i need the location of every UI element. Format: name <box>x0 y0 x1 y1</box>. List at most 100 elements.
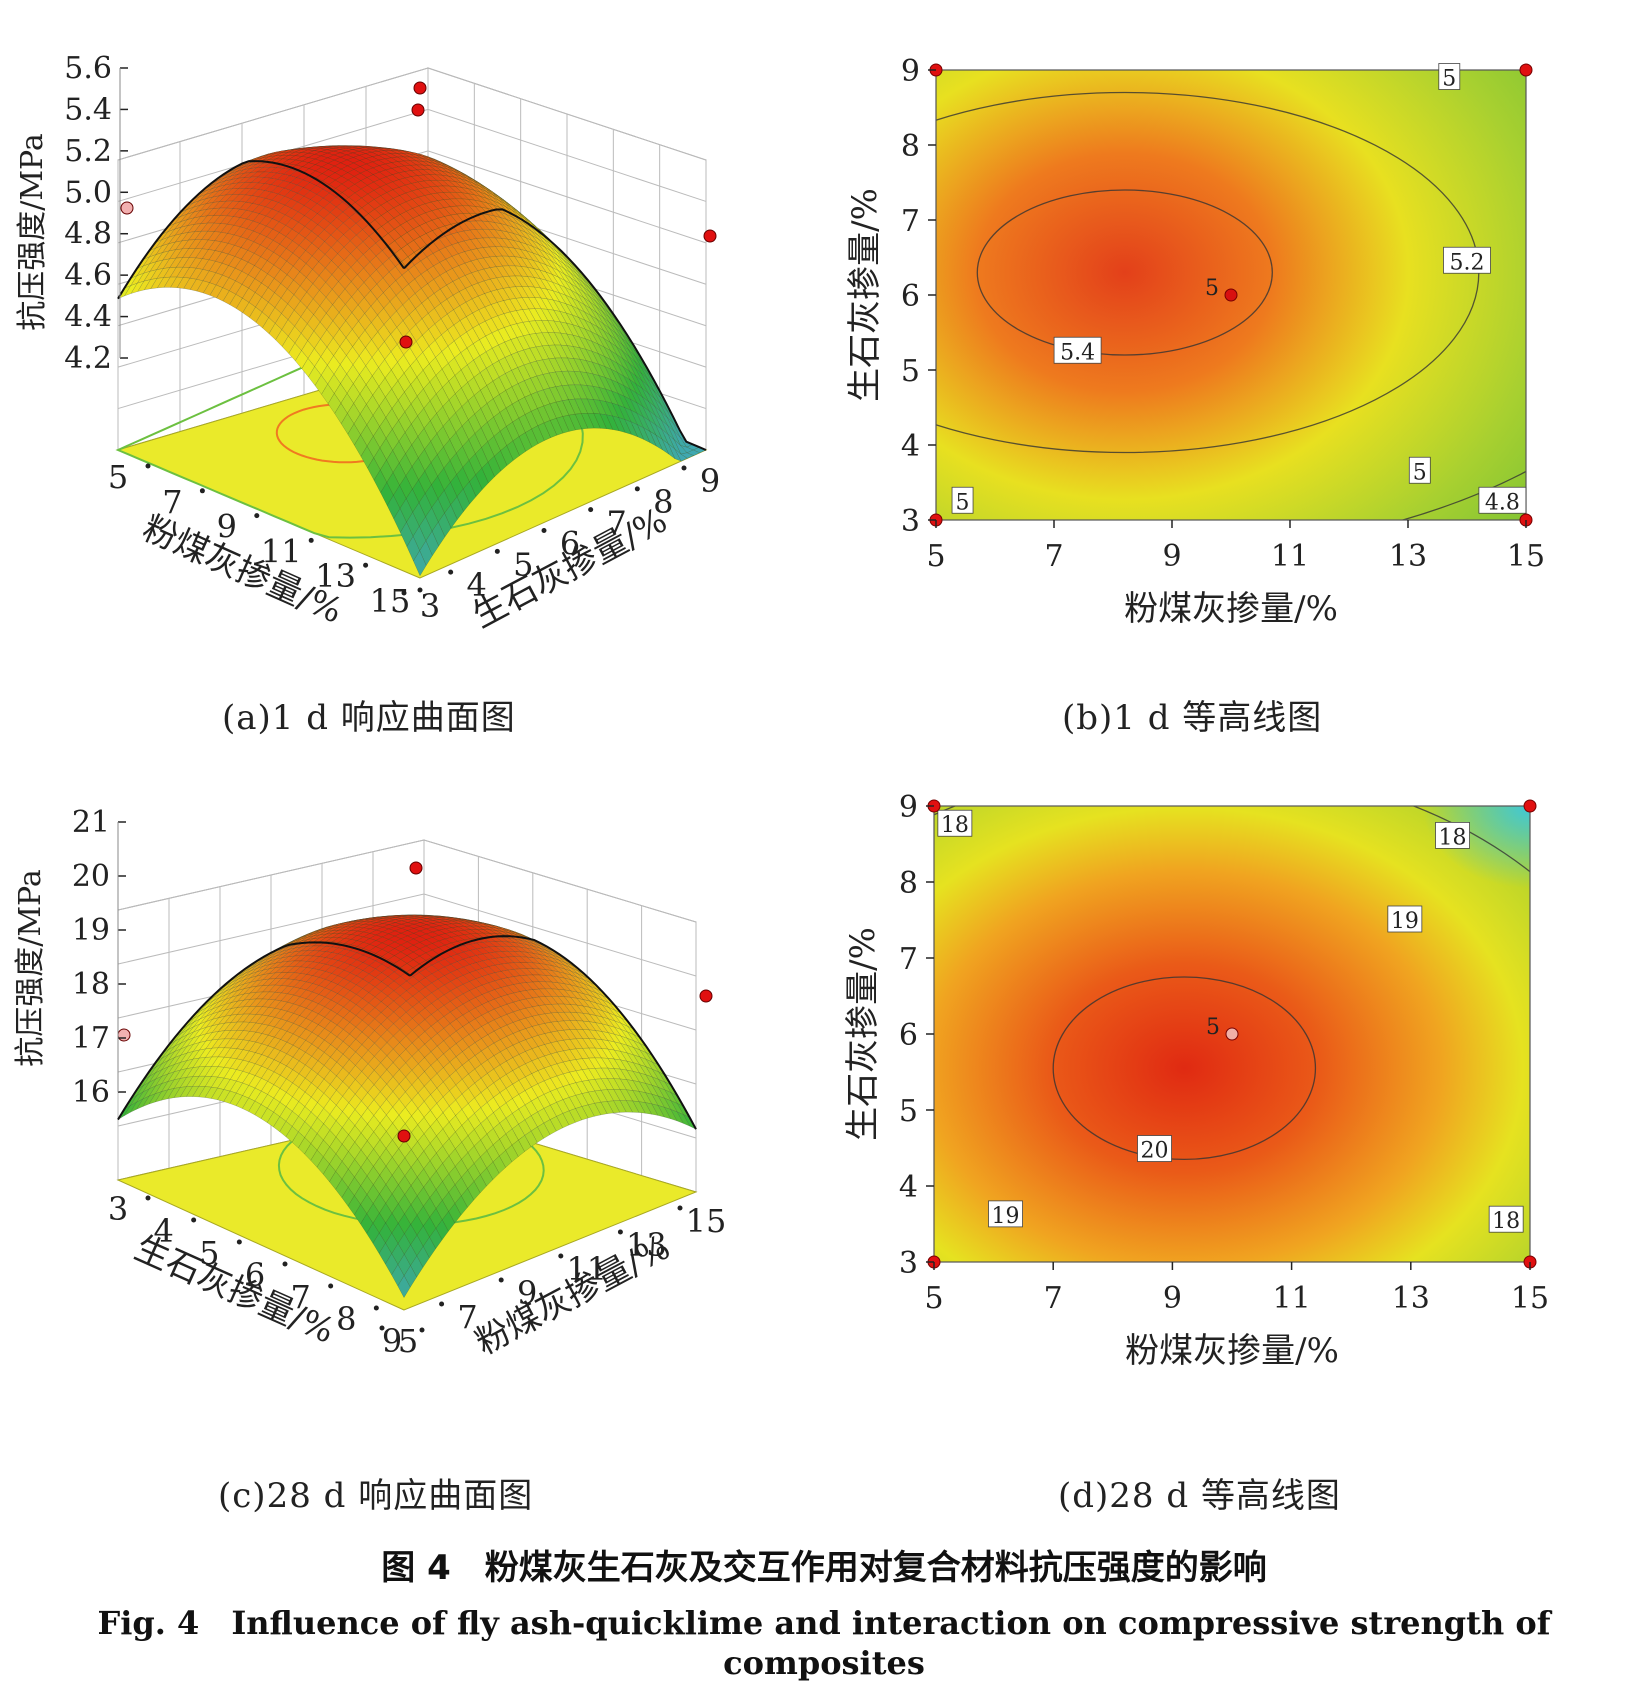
x-tick-mark <box>237 1240 242 1245</box>
contour-label: 18 <box>1439 825 1467 850</box>
corner-design-point <box>1520 64 1532 76</box>
y-tick-mark <box>618 1230 623 1235</box>
center-design-point <box>1225 289 1237 301</box>
x-tick-mark <box>146 464 151 469</box>
design-point <box>121 202 133 214</box>
contour-label: 5 <box>956 490 970 515</box>
x-tick-label: 9 <box>1162 539 1181 574</box>
x-tick-mark <box>309 538 314 543</box>
y-tick-label: 5 <box>899 1094 918 1129</box>
x-tick-label: 8 <box>336 1300 356 1338</box>
x-tick-mark <box>420 1328 425 1333</box>
design-point <box>400 336 412 348</box>
x-tick-mark <box>191 1218 196 1223</box>
x-tick-label: 3 <box>108 1190 128 1228</box>
x-tick-label: 15 <box>1507 539 1545 574</box>
design-point <box>118 1029 130 1041</box>
y-tick-label: 15 <box>686 1202 727 1240</box>
y-tick-label: 3 <box>899 1246 918 1281</box>
x-tick-label: 13 <box>1392 1281 1430 1316</box>
surface-plot: 5.65.45.25.04.84.64.44.2抗压强度/MPa57911131… <box>15 51 720 636</box>
figure-caption-english: Fig. 4 Influence of fly ash-quicklime an… <box>0 1598 1648 1682</box>
z-tick-label: 20 <box>72 859 110 894</box>
y-tick-mark <box>499 1278 504 1283</box>
x-tick-mark <box>254 513 259 518</box>
y-tick-mark <box>678 1206 683 1211</box>
y-tick-mark <box>448 570 453 575</box>
z-tick-label: 4.4 <box>64 300 112 335</box>
contour-label: 4.8 <box>1485 490 1520 515</box>
y-tick-label: 6 <box>899 1018 918 1053</box>
x-tick-label: 5 <box>108 458 128 496</box>
surface-chart-28d: 212019181716抗压强度/MPa3456789579111315生石灰掺… <box>0 780 800 1460</box>
caption-panel-b: (b)1 d 等高线图 <box>1062 690 1322 739</box>
z-tick-label: 5.0 <box>64 175 112 210</box>
center-point-count: 5 <box>1206 1015 1220 1040</box>
y-tick-mark <box>380 1326 385 1331</box>
contour-label: 5.2 <box>1450 250 1485 275</box>
y-tick-label: 5 <box>398 1322 418 1360</box>
z-tick-label: 17 <box>72 1021 110 1056</box>
contour-label: 5 <box>1413 460 1427 485</box>
y-tick-mark <box>542 528 547 533</box>
x-tick-mark <box>374 1306 379 1311</box>
caption-panel-a: (a)1 d 响应曲面图 <box>222 690 516 739</box>
contour-label: 19 <box>992 1204 1020 1229</box>
y-tick-label: 8 <box>901 129 920 164</box>
y-tick-label: 8 <box>899 866 918 901</box>
x-tick-mark <box>146 1196 151 1201</box>
y-axis-title: 生石灰掺量/% <box>845 188 885 402</box>
x-tick-label: 13 <box>1389 539 1427 574</box>
contour-label: 18 <box>1492 1209 1520 1234</box>
y-tick-label: 3 <box>901 504 920 539</box>
x-tick-mark <box>200 488 205 493</box>
x-tick-label: 9 <box>1163 1281 1182 1316</box>
design-point <box>414 82 426 94</box>
design-point <box>412 104 424 116</box>
design-point <box>398 1130 410 1142</box>
y-tick-label: 4 <box>901 429 920 464</box>
x-tick-label: 15 <box>370 582 411 620</box>
z-tick-label: 21 <box>72 805 110 840</box>
z-tick-label: 18 <box>72 967 110 1002</box>
y-tick-label: 6 <box>901 279 920 314</box>
x-tick-label: 11 <box>1273 1281 1311 1316</box>
surface-plot: 212019181716抗压强度/MPa3456789579111315生石灰掺… <box>13 805 726 1363</box>
surface-chart-1d: 5.65.45.25.04.84.64.44.2抗压强度/MPa57911131… <box>0 0 800 660</box>
z-axis-title: 抗压强度/MPa <box>13 869 48 1067</box>
x-tick-mark <box>363 563 368 568</box>
y-tick-label: 5 <box>901 354 920 389</box>
x-tick-label: 15 <box>1511 1281 1549 1316</box>
z-tick-label: 19 <box>72 913 110 948</box>
x-tick-label: 7 <box>1044 539 1063 574</box>
x-tick-mark <box>328 1284 333 1289</box>
y-tick-mark <box>635 486 640 491</box>
caption-panel-d: (d)28 d 等高线图 <box>1058 1468 1341 1517</box>
contour-label: 5.4 <box>1060 340 1095 365</box>
y-tick-label: 7 <box>901 204 920 239</box>
x-tick-mark <box>283 1262 288 1267</box>
y-tick-mark <box>495 549 500 554</box>
contour-label: 18 <box>941 813 969 838</box>
center-design-point <box>1226 1028 1238 1040</box>
y-tick-mark <box>682 466 687 471</box>
y-tick-label: 7 <box>899 942 918 977</box>
y-tick-label: 3 <box>420 587 440 625</box>
y-tick-mark <box>402 591 407 596</box>
x-axis-title: 粉煤灰掺量/% <box>1124 589 1338 629</box>
contour-label: 20 <box>1141 1139 1169 1164</box>
design-point <box>704 230 716 242</box>
y-tick-mark <box>588 507 593 512</box>
figure-caption-chinese: 图 4 粉煤灰生石灰及交互作用对复合材料抗压强度的影响 <box>0 1540 1648 1589</box>
z-tick-label: 5.4 <box>64 92 112 127</box>
y-tick-label: 9 <box>700 462 720 500</box>
x-tick-label: 5 <box>924 1281 943 1316</box>
x-tick-label: 5 <box>926 539 945 574</box>
z-tick-label: 5.6 <box>64 51 112 86</box>
z-tick-label: 4.6 <box>64 258 112 293</box>
